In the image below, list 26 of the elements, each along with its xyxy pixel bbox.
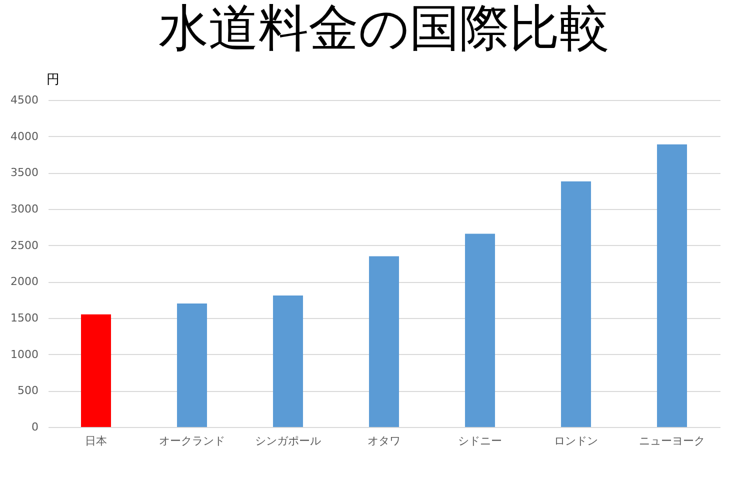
- y-tick-label: 1000: [10, 348, 38, 361]
- y-tick-label: 4000: [10, 130, 38, 143]
- x-tick-label: ロンドン: [554, 434, 598, 448]
- bar: [273, 295, 303, 427]
- bar: [561, 181, 591, 427]
- y-tick-label: 2500: [10, 238, 38, 252]
- bar: [81, 314, 111, 427]
- bar: [177, 303, 207, 427]
- x-tick-label: ニューヨーク: [639, 434, 705, 448]
- x-tick-label: シドニー: [458, 434, 502, 448]
- x-tick-label: シンガポール: [255, 434, 321, 448]
- x-tick-label: オタワ: [368, 434, 400, 448]
- y-tick-label: 500: [18, 384, 38, 398]
- chart-title: 水道料金の国際比較: [158, 0, 610, 57]
- y-axis-title: 円: [46, 72, 60, 88]
- bar: [657, 144, 687, 427]
- x-tick-label: 日本: [85, 434, 107, 448]
- y-tick-label: 1500: [10, 312, 38, 324]
- y-tick-label: 3000: [10, 202, 38, 216]
- y-tick-label: 0: [32, 420, 38, 434]
- bar: [465, 234, 495, 427]
- y-tick-label: 2000: [10, 275, 38, 288]
- y-tick-label: 4500: [10, 94, 38, 106]
- bar: [369, 256, 399, 427]
- y-tick-label: 3500: [10, 166, 38, 180]
- x-tick-label: オークランド: [159, 434, 225, 448]
